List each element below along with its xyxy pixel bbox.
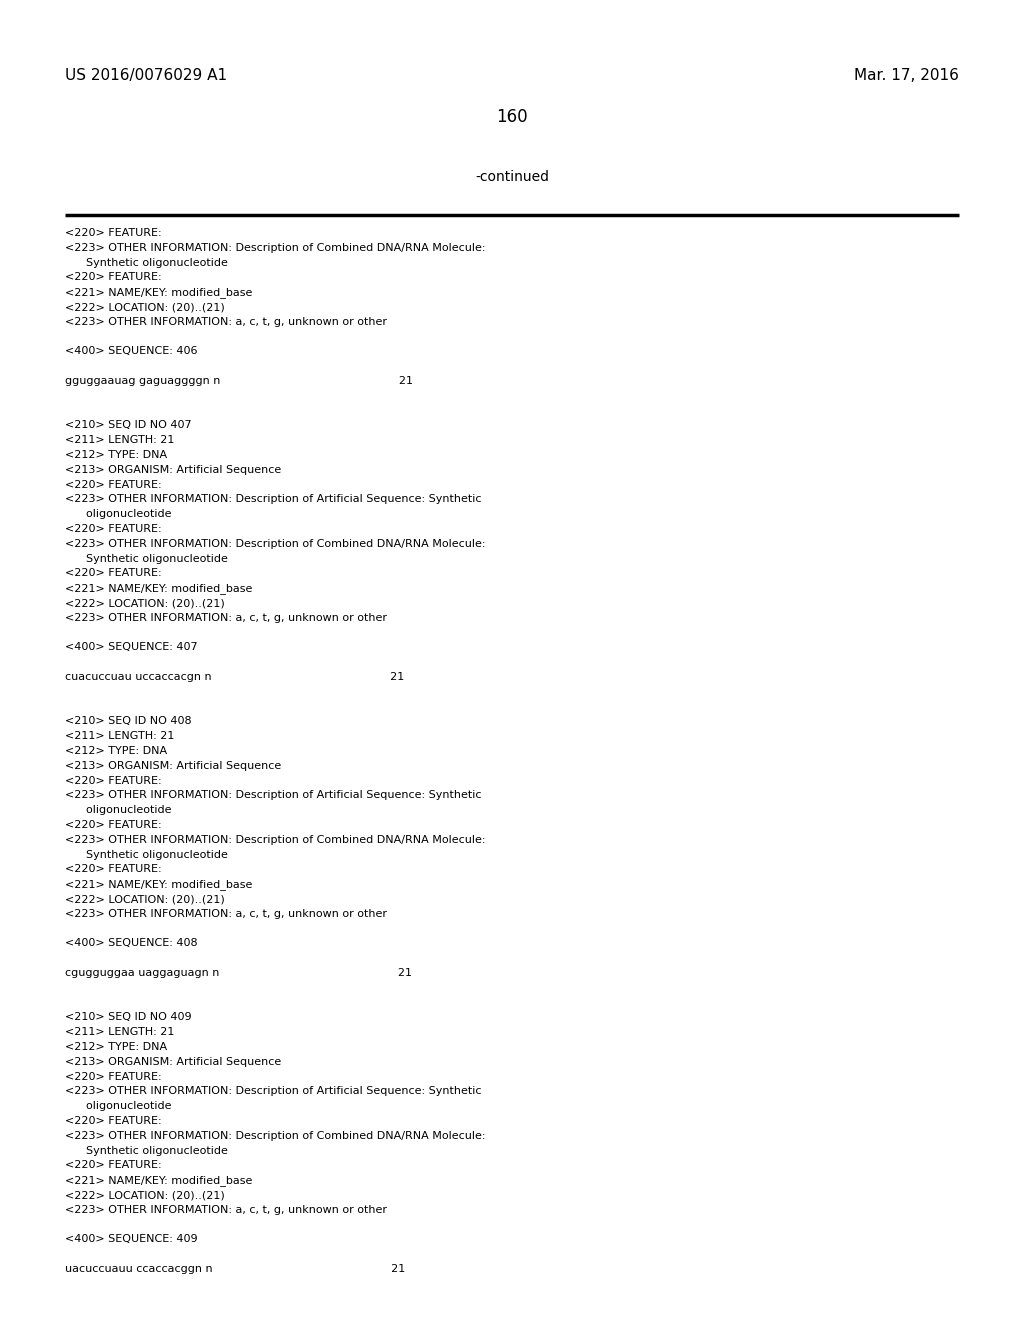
Text: gguggaauag gaguaggggn n                                                   21: gguggaauag gaguaggggn n 21 xyxy=(65,376,413,385)
Text: <210> SEQ ID NO 407: <210> SEQ ID NO 407 xyxy=(65,420,191,430)
Text: <212> TYPE: DNA: <212> TYPE: DNA xyxy=(65,1041,167,1052)
Text: <221> NAME/KEY: modified_base: <221> NAME/KEY: modified_base xyxy=(65,1175,252,1187)
Text: <400> SEQUENCE: 408: <400> SEQUENCE: 408 xyxy=(65,939,198,948)
Text: <222> LOCATION: (20)..(21): <222> LOCATION: (20)..(21) xyxy=(65,894,224,904)
Text: -continued: -continued xyxy=(475,170,549,183)
Text: <223> OTHER INFORMATION: a, c, t, g, unknown or other: <223> OTHER INFORMATION: a, c, t, g, unk… xyxy=(65,317,387,327)
Text: <223> OTHER INFORMATION: a, c, t, g, unknown or other: <223> OTHER INFORMATION: a, c, t, g, unk… xyxy=(65,612,387,623)
Text: oligonucleotide: oligonucleotide xyxy=(65,510,171,519)
Text: oligonucleotide: oligonucleotide xyxy=(65,1101,171,1111)
Text: <212> TYPE: DNA: <212> TYPE: DNA xyxy=(65,746,167,756)
Text: <213> ORGANISM: Artificial Sequence: <213> ORGANISM: Artificial Sequence xyxy=(65,760,282,771)
Text: <223> OTHER INFORMATION: Description of Combined DNA/RNA Molecule:: <223> OTHER INFORMATION: Description of … xyxy=(65,243,485,253)
Text: oligonucleotide: oligonucleotide xyxy=(65,805,171,816)
Text: <210> SEQ ID NO 408: <210> SEQ ID NO 408 xyxy=(65,717,191,726)
Text: <220> FEATURE:: <220> FEATURE: xyxy=(65,569,162,578)
Text: <211> LENGTH: 21: <211> LENGTH: 21 xyxy=(65,436,174,445)
Text: <212> TYPE: DNA: <212> TYPE: DNA xyxy=(65,450,167,459)
Text: <222> LOCATION: (20)..(21): <222> LOCATION: (20)..(21) xyxy=(65,302,224,312)
Text: Synthetic oligonucleotide: Synthetic oligonucleotide xyxy=(65,1146,228,1155)
Text: <213> ORGANISM: Artificial Sequence: <213> ORGANISM: Artificial Sequence xyxy=(65,465,282,475)
Text: Synthetic oligonucleotide: Synthetic oligonucleotide xyxy=(65,257,228,268)
Text: <220> FEATURE:: <220> FEATURE: xyxy=(65,865,162,874)
Text: 160: 160 xyxy=(497,108,527,125)
Text: <221> NAME/KEY: modified_base: <221> NAME/KEY: modified_base xyxy=(65,583,252,594)
Text: Synthetic oligonucleotide: Synthetic oligonucleotide xyxy=(65,850,228,859)
Text: <220> FEATURE:: <220> FEATURE: xyxy=(65,820,162,830)
Text: <223> OTHER INFORMATION: Description of Artificial Sequence: Synthetic: <223> OTHER INFORMATION: Description of … xyxy=(65,1086,481,1097)
Text: uacuccuauu ccaccacggn n                                                   21: uacuccuauu ccaccacggn n 21 xyxy=(65,1265,406,1274)
Text: <223> OTHER INFORMATION: Description of Artificial Sequence: Synthetic: <223> OTHER INFORMATION: Description of … xyxy=(65,791,481,800)
Text: <223> OTHER INFORMATION: a, c, t, g, unknown or other: <223> OTHER INFORMATION: a, c, t, g, unk… xyxy=(65,908,387,919)
Text: <211> LENGTH: 21: <211> LENGTH: 21 xyxy=(65,1027,174,1038)
Text: <222> LOCATION: (20)..(21): <222> LOCATION: (20)..(21) xyxy=(65,598,224,609)
Text: <220> FEATURE:: <220> FEATURE: xyxy=(65,272,162,282)
Text: <220> FEATURE:: <220> FEATURE: xyxy=(65,524,162,535)
Text: <223> OTHER INFORMATION: a, c, t, g, unknown or other: <223> OTHER INFORMATION: a, c, t, g, unk… xyxy=(65,1205,387,1214)
Text: <210> SEQ ID NO 409: <210> SEQ ID NO 409 xyxy=(65,1012,191,1023)
Text: <400> SEQUENCE: 406: <400> SEQUENCE: 406 xyxy=(65,346,198,356)
Text: <222> LOCATION: (20)..(21): <222> LOCATION: (20)..(21) xyxy=(65,1191,224,1200)
Text: <400> SEQUENCE: 409: <400> SEQUENCE: 409 xyxy=(65,1234,198,1245)
Text: <220> FEATURE:: <220> FEATURE: xyxy=(65,776,162,785)
Text: cgugguggaa uaggaguagn n                                                   21: cgugguggaa uaggaguagn n 21 xyxy=(65,968,412,978)
Text: <223> OTHER INFORMATION: Description of Combined DNA/RNA Molecule:: <223> OTHER INFORMATION: Description of … xyxy=(65,1131,485,1140)
Text: <220> FEATURE:: <220> FEATURE: xyxy=(65,1115,162,1126)
Text: <400> SEQUENCE: 407: <400> SEQUENCE: 407 xyxy=(65,643,198,652)
Text: US 2016/0076029 A1: US 2016/0076029 A1 xyxy=(65,69,227,83)
Text: <223> OTHER INFORMATION: Description of Artificial Sequence: Synthetic: <223> OTHER INFORMATION: Description of … xyxy=(65,495,481,504)
Text: cuacuccuau uccaccacgn n                                                   21: cuacuccuau uccaccacgn n 21 xyxy=(65,672,404,682)
Text: <223> OTHER INFORMATION: Description of Combined DNA/RNA Molecule:: <223> OTHER INFORMATION: Description of … xyxy=(65,539,485,549)
Text: <220> FEATURE:: <220> FEATURE: xyxy=(65,479,162,490)
Text: <223> OTHER INFORMATION: Description of Combined DNA/RNA Molecule:: <223> OTHER INFORMATION: Description of … xyxy=(65,834,485,845)
Text: Synthetic oligonucleotide: Synthetic oligonucleotide xyxy=(65,553,228,564)
Text: Mar. 17, 2016: Mar. 17, 2016 xyxy=(854,69,959,83)
Text: <211> LENGTH: 21: <211> LENGTH: 21 xyxy=(65,731,174,742)
Text: <221> NAME/KEY: modified_base: <221> NAME/KEY: modified_base xyxy=(65,288,252,298)
Text: <220> FEATURE:: <220> FEATURE: xyxy=(65,228,162,238)
Text: <220> FEATURE:: <220> FEATURE: xyxy=(65,1160,162,1171)
Text: <213> ORGANISM: Artificial Sequence: <213> ORGANISM: Artificial Sequence xyxy=(65,1057,282,1067)
Text: <221> NAME/KEY: modified_base: <221> NAME/KEY: modified_base xyxy=(65,879,252,890)
Text: <220> FEATURE:: <220> FEATURE: xyxy=(65,1072,162,1081)
